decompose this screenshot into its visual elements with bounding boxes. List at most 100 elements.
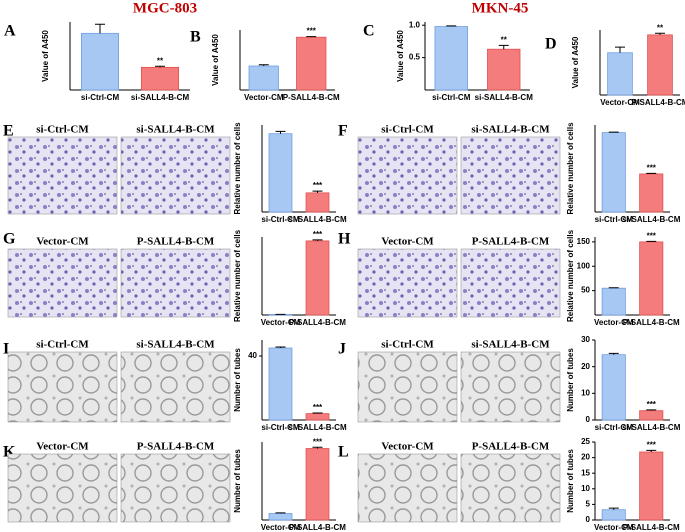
bar [601, 132, 626, 213]
micrograph [460, 351, 561, 423]
x-tick-label: si-SALL4-B-CM [622, 215, 681, 224]
image-label: Vector-CM [36, 236, 89, 248]
bar [639, 451, 664, 521]
micrograph [7, 136, 118, 215]
error-bar [446, 25, 457, 27]
bar [639, 241, 664, 316]
micrograph [7, 453, 118, 523]
y-axis-label: Value of A450 [571, 36, 580, 88]
error-bar [615, 46, 625, 53]
x-tick-label: Vector-CM [594, 318, 634, 327]
bar [296, 36, 327, 91]
image-label: si-SALL4-B-CM [471, 124, 550, 136]
bar [639, 173, 664, 213]
image-label: Vector-CM [381, 441, 434, 453]
x-tick-label: si-Ctrl-CM [81, 93, 120, 102]
error-bar [608, 507, 619, 510]
y-axis-label: Value of A450 [41, 30, 50, 82]
significance: ** [501, 35, 508, 44]
image-label: si-Ctrl-CM [36, 339, 89, 351]
y-axis-label: Number of tubes [566, 449, 575, 513]
x-tick-label: si-Ctrl-CM [595, 215, 634, 224]
y-tick-label: 20 [581, 453, 590, 462]
significance: *** [647, 400, 657, 409]
bar [647, 34, 673, 96]
x-tick-label: si-Ctrl-CM [261, 215, 300, 224]
y-tick-label: 10 [581, 484, 590, 493]
error-bar [608, 352, 619, 355]
significance: *** [647, 164, 657, 173]
x-tick-label: Vector-CM [594, 523, 634, 532]
image-label: Vector-CM [381, 236, 434, 248]
micrograph [7, 351, 118, 423]
panel-letter: A [4, 23, 16, 40]
group-title: MKN-45 [472, 0, 529, 16]
image-label: P-SALL4-B-CM [137, 236, 215, 248]
micrograph [120, 248, 231, 318]
x-tick-label: P-SALL4-B-CM [623, 318, 680, 327]
y-tick-label: 25 [581, 437, 590, 446]
y-tick-label: 10 [581, 388, 590, 397]
bar [81, 32, 120, 91]
y-tick-label: 1.0 [409, 20, 421, 29]
error-bar [646, 172, 657, 174]
image-label: Vector-CM [36, 441, 89, 453]
y-tick-label: 50 [581, 286, 590, 295]
micrograph [120, 351, 231, 423]
micrograph [357, 351, 458, 423]
group-title: MGC-803 [133, 0, 197, 16]
y-tick-label: 0.5 [409, 53, 421, 62]
y-tick-label: 40 [248, 351, 257, 360]
panel-letter: B [190, 29, 201, 46]
x-tick-label: Vector-CM [600, 98, 640, 107]
panel-letter: I [3, 341, 9, 358]
panel-letter: E [3, 123, 14, 140]
bar [607, 52, 633, 96]
y-tick-label: 30 [581, 335, 590, 344]
micrograph [460, 453, 561, 523]
bar [305, 448, 330, 521]
x-tick-label: si-SALL4-B-CM [288, 215, 347, 224]
x-tick-label: si-Ctrl-CM [595, 423, 634, 432]
bar [305, 192, 330, 213]
panel-letter: J [338, 341, 346, 358]
bar [601, 354, 626, 421]
bar [268, 347, 293, 421]
significance: ** [657, 23, 664, 32]
error-bar [498, 44, 509, 50]
significance: *** [647, 441, 657, 450]
x-tick-label: P-SALL4-B-CM [632, 98, 685, 107]
y-tick-label: 150 [577, 237, 591, 246]
panel-letter: H [338, 231, 351, 248]
error-bar [306, 36, 317, 38]
bar [639, 410, 664, 421]
error-bar [258, 64, 269, 66]
error-bar [95, 23, 105, 34]
x-tick-label: Vector-CM [244, 93, 284, 102]
micrograph [357, 136, 458, 215]
y-axis-label: Relative number of cells [233, 229, 242, 322]
error-bar [312, 239, 323, 241]
y-axis-label: Number of tubes [233, 449, 242, 513]
significance: *** [313, 230, 323, 239]
error-bar [608, 131, 619, 133]
micrograph [460, 248, 561, 318]
micrograph [357, 453, 458, 523]
bar [140, 66, 179, 91]
bar [434, 26, 468, 91]
x-tick-label: Vector-CM [261, 523, 301, 532]
image-label: si-SALL4-B-CM [136, 124, 215, 136]
x-tick-label: P-SALL4-B-CM [283, 93, 340, 102]
error-bar [275, 346, 286, 348]
error-bar [312, 190, 323, 193]
y-axis-label: Number of tubes [233, 348, 242, 412]
y-tick-label: 0 [586, 415, 591, 424]
x-tick-label: si-Ctrl-CM [261, 423, 300, 432]
image-label: P-SALL4-B-CM [472, 441, 550, 453]
image-label: si-SALL4-B-CM [471, 339, 550, 351]
significance: ** [157, 56, 164, 65]
panel-letter: C [363, 23, 375, 40]
image-label: P-SALL4-B-CM [472, 236, 550, 248]
bar [305, 413, 330, 421]
x-tick-label: si-SALL4-B-CM [288, 423, 347, 432]
